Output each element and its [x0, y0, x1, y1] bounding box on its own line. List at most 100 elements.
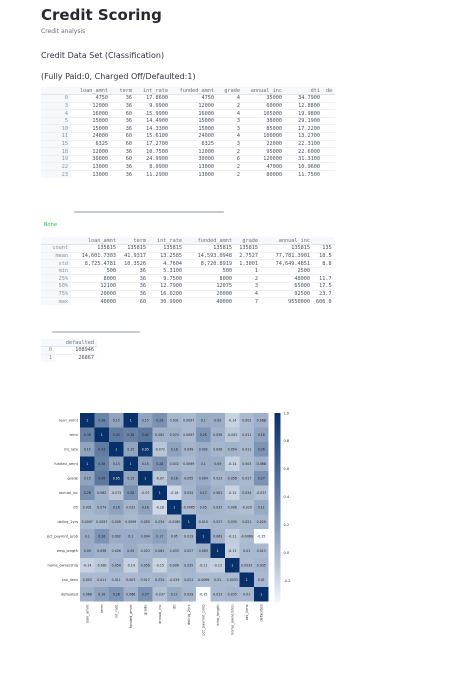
- column-header[interactable]: funded_amnt: [171, 87, 217, 96]
- table-cell: 29.1900: [285, 116, 323, 125]
- colorbar-segment: [274, 500, 281, 505]
- heatmap-cell: [109, 514, 124, 529]
- colorbar-segment: [274, 588, 281, 593]
- column-header[interactable]: [41, 237, 71, 246]
- heatmap-cell: [80, 514, 95, 529]
- heatmap-x-label: annual_inc: [158, 604, 162, 623]
- table-cell: 13.2700: [285, 132, 323, 141]
- table-row: 22 13000 36 8.9900 13000 2 47000 10.9600: [41, 162, 336, 171]
- heatmap-cell: [138, 529, 153, 544]
- heatmap-cell: [94, 471, 109, 486]
- heatmap-cell: [109, 442, 124, 457]
- column-header[interactable]: loan_amnt: [71, 87, 111, 96]
- head-dataframe[interactable]: loan_amnt term int_rate funded_amnt grade ann…: [41, 87, 440, 214]
- heatmap-cell-label: 1: [246, 578, 248, 582]
- heatmap-cell-label: 0.15: [84, 476, 91, 480]
- heatmap-cell-label: -0.15: [156, 563, 164, 567]
- table-row: 18 12000 36 10.7500 12000 2 95000 22.6000: [41, 147, 336, 156]
- colorbar-segment: [274, 513, 281, 518]
- heatmap-cell-label: 1: [86, 462, 88, 466]
- column-header[interactable]: int_rate: [135, 87, 171, 96]
- column-header[interactable]: grade: [217, 87, 243, 96]
- heatmap-cell: [94, 572, 109, 587]
- column-header[interactable]: [41, 87, 71, 96]
- column-header[interactable]: [313, 237, 335, 246]
- column-header[interactable]: int_rate: [149, 237, 185, 246]
- table-cell: 7: [235, 297, 261, 306]
- heatmap-x-label: term: [100, 604, 104, 613]
- heatmap-cell-label: -0.037: [155, 592, 165, 596]
- column-header[interactable]: [41, 339, 55, 348]
- colorbar-segment: [274, 463, 281, 467]
- table-cell: 135815: [149, 244, 185, 253]
- row-index: 15: [41, 139, 71, 148]
- heatmap-cell: [196, 572, 211, 587]
- table-cell: 36: [119, 274, 149, 283]
- heatmap-cell-label: -0.0085: [183, 505, 195, 509]
- heatmap-cell-label: 0.43: [98, 447, 105, 451]
- heatmap-cell: [152, 529, 167, 544]
- heatmap-cell-label: 0.026: [112, 549, 121, 553]
- heatmap-cell-label: 0.0033: [241, 563, 252, 567]
- heatmap-cell: [138, 572, 153, 587]
- table-cell: 135815: [119, 244, 149, 253]
- defaulted-counts-dataframe[interactable]: defaulted 0 108946 1 26867: [41, 339, 99, 372]
- column-header[interactable]: annual_inc: [261, 237, 313, 246]
- column-header[interactable]: loan_amnt: [71, 237, 119, 246]
- describe-dataframe-scrollbar[interactable]: [52, 331, 140, 333]
- heatmap-cell-label: 0.068: [126, 592, 135, 596]
- heatmap-cell-label: 0.034: [242, 491, 251, 495]
- heatmap-cell-label: 0.011: [242, 447, 251, 451]
- table-cell: 12000: [171, 147, 217, 156]
- heatmap-cell: [94, 529, 109, 544]
- heatmap-x-label: home_ownership: [230, 604, 234, 635]
- correlation-heatmap: 1 0.38 0.15 1 0.15 0.28 0.031 0.0097 0.1 0.09 -0.1…: [40, 408, 300, 681]
- heatmap-cell-label: 0.034: [155, 578, 164, 582]
- heatmap-cell-label: 1: [115, 447, 117, 451]
- table-cell: 65000: [261, 282, 313, 291]
- column-header[interactable]: dti: [285, 87, 323, 96]
- heatmap-cell: [210, 471, 225, 486]
- heatmap-cell: [196, 500, 211, 515]
- table-cell: 4750: [71, 94, 111, 103]
- heatmap-cell: [152, 485, 167, 500]
- colorbar-segment: [274, 438, 281, 442]
- row-index: 75%: [41, 289, 71, 298]
- table-cell: 36: [111, 162, 135, 171]
- table-cell: 16000: [71, 109, 111, 118]
- heatmap-cell: [94, 456, 109, 471]
- colorbar-segment: [274, 491, 281, 496]
- heatmap-cell: [254, 413, 269, 428]
- heatmap-cell-label: 0.0099: [125, 520, 136, 524]
- head-dataframe-scrollbar[interactable]: [74, 211, 224, 213]
- heatmap-cell: [210, 500, 225, 515]
- heatmap-cell: [254, 442, 269, 457]
- heatmap-cell: [138, 427, 153, 442]
- heatmap-cell-label: 1: [144, 476, 146, 480]
- describe-dataframe[interactable]: loan_amnt term int_rate funded_amnt grade ann…: [41, 237, 440, 333]
- column-header[interactable]: annual_inc: [243, 87, 285, 96]
- heatmap-cell: [254, 485, 269, 500]
- column-header[interactable]: defaulted: [55, 339, 97, 348]
- heatmap-cell: [123, 500, 138, 515]
- column-header[interactable]: term: [111, 87, 135, 96]
- heatmap-cell: [239, 558, 254, 573]
- heatmap-cell: [181, 456, 196, 471]
- table-cell: 11.7500: [285, 170, 323, 179]
- heatmap-cell: [181, 471, 196, 486]
- heatmap-cell-label: 0.027: [213, 520, 222, 524]
- table-cell: 47000: [243, 162, 285, 171]
- table-cell: 12000: [71, 147, 111, 156]
- table-cell: 92500: [261, 289, 313, 298]
- heatmap-y-label: tax_liens: [62, 578, 78, 582]
- heatmap-cell: [181, 442, 196, 457]
- heatmap-cell-label: 1: [260, 592, 262, 596]
- column-header[interactable]: funded_amnt: [185, 237, 235, 246]
- colorbar-segment: [274, 595, 281, 599]
- heatmap-cell: [254, 427, 269, 442]
- heatmap-cell-label: 0.023: [213, 476, 222, 480]
- colorbar-tick-label: 0.8: [284, 439, 290, 443]
- column-header[interactable]: grade: [235, 237, 261, 246]
- column-header[interactable]: de: [323, 87, 336, 96]
- column-header[interactable]: term: [119, 237, 149, 246]
